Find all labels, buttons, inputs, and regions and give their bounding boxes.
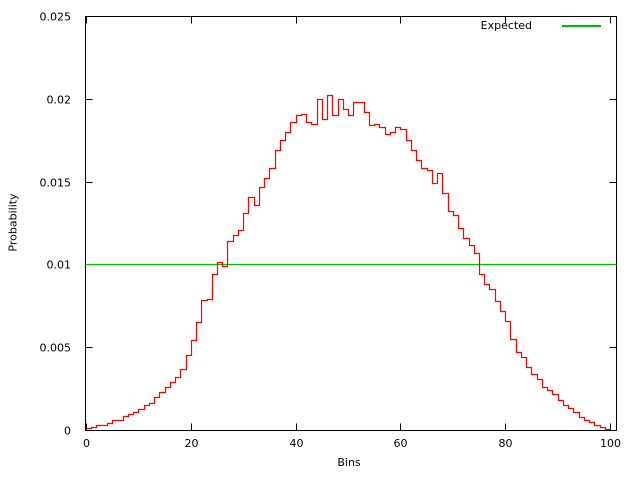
y-tick-label: 0.015 <box>39 176 72 189</box>
x-tick-label: 0 <box>83 437 90 450</box>
y-axis-label: Probability <box>6 193 20 252</box>
legend-label: Expected <box>480 19 532 32</box>
x-tick-label: 20 <box>184 437 199 450</box>
y-tick-label: 0.02 <box>46 93 72 106</box>
legend-line-sample <box>562 25 601 27</box>
observed-histogram-series <box>86 94 611 431</box>
y-tick-label: 0.01 <box>46 258 72 271</box>
y-tick-label: 0.005 <box>39 341 72 354</box>
legend: Expected <box>420 19 610 33</box>
y-tick-label: 0 <box>64 424 71 437</box>
x-tick-label: 80 <box>498 437 513 450</box>
x-tick-label: 100 <box>600 437 621 450</box>
x-tick-label: 60 <box>393 437 408 450</box>
x-tick-label: 40 <box>289 437 304 450</box>
y-tick-label: 0.025 <box>39 10 72 23</box>
x-axis-label: Bins <box>337 456 361 469</box>
plot-border <box>85 16 617 431</box>
